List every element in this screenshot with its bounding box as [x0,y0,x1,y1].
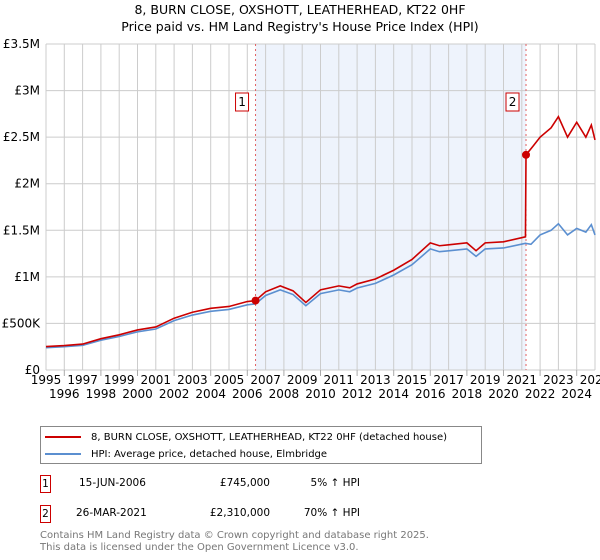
y-tick-label: £3M [14,84,40,98]
x-tick-label: 2010 [305,387,336,401]
y-tick-label: £3.5M [3,37,40,51]
transaction-hpi: 5% ↑ HPI [310,477,360,489]
x-tick-label: 2016 [415,387,446,401]
y-tick-label: £500K [2,316,42,330]
transaction-price: £2,310,000 [209,507,270,519]
x-tick-label: 2014 [378,387,409,401]
legend-item-hpi: HPI: Average price, detached house, Elmb… [45,447,327,461]
transaction-hpi: 70% ↑ HPI [303,507,360,519]
footer-line: This data is licensed under the Open Gov… [40,542,359,553]
x-tick-label: 2023 [543,373,574,387]
x-tick-label: 2002 [159,387,190,401]
y-tick-label: £1M [14,270,40,284]
x-tick-label: 2007 [250,373,281,387]
footer: Contains HM Land Registry data © Crown c… [40,530,429,554]
legend-label: HPI: Average price, detached house, Elmb… [91,448,328,460]
x-tick-label: 2018 [452,387,483,401]
transaction-row: 2 26-MAR-2021 £2,310,000 70% ↑ HPI [40,505,420,523]
marker-label: 2 [509,95,517,109]
x-tick-label: 1995 [31,373,62,387]
x-tick-label: 2001 [141,373,172,387]
x-tick-label: 1999 [104,373,135,387]
marker-label-box [235,92,250,112]
shaded-region [255,44,527,370]
sale-point [522,150,531,159]
x-tick-label: 2021 [507,373,538,387]
x-tick-label: 2020 [488,387,519,401]
legend-label: 8, BURN CLOSE, OXSHOTT, LEATHERHEAD, KT2… [91,431,448,443]
x-tick-label: 1997 [67,373,98,387]
legend-item-property: 8, BURN CLOSE, OXSHOTT, LEATHERHEAD, KT2… [45,430,447,444]
y-tick-label: £1.5M [3,223,40,237]
x-tick-label: 2011 [324,373,355,387]
transaction-row: 1 15-JUN-2006 £745,000 5% ↑ HPI [40,475,420,493]
x-tick-label: 2025 [580,373,600,387]
y-tick-label: £2.5M [3,130,40,144]
marker-label-box [505,92,520,112]
x-tick-label: 2004 [195,387,226,401]
x-tick-label: 2005 [214,373,245,387]
marker-label: 1 [238,95,246,109]
y-tick-label: £2M [14,177,40,191]
transaction-date: 15-JUN-2006 [79,477,146,489]
legend-swatch-blue [45,453,81,455]
x-tick-label: 2013 [360,373,391,387]
x-tick-label: 2008 [269,387,300,401]
x-tick-label: 2019 [470,373,501,387]
footer-line: Contains HM Land Registry data © Crown c… [40,530,429,541]
chart-subtitle: Price paid vs. HM Land Registry's House … [121,19,479,34]
marker-badge: 2 [40,505,51,523]
x-tick-label: 2017 [433,373,464,387]
x-tick-label: 1998 [86,387,117,401]
series-line [45,114,596,348]
sale-point [251,296,260,305]
legend: 8, BURN CLOSE, OXSHOTT, LEATHERHEAD, KT2… [40,426,482,464]
series-line [45,222,596,349]
transaction-date: 26-MAR-2021 [76,507,147,519]
x-tick-label: 2024 [561,387,592,401]
x-tick-label: 1996 [49,387,80,401]
x-tick-label: 2006 [232,387,263,401]
x-tick-label: 2022 [525,387,556,401]
plot-area: £0£500K£1M£1.5M£2M£2.5M£3M£3.5M199519961… [2,37,600,401]
x-tick-label: 2012 [342,387,373,401]
x-tick-label: 2003 [177,373,208,387]
chart-title: 8, BURN CLOSE, OXSHOTT, LEATHERHEAD, KT2… [134,2,466,17]
legend-swatch-red [45,436,81,438]
marker-badge: 1 [40,475,51,493]
transaction-price: £745,000 [219,477,270,489]
x-tick-label: 2015 [397,373,428,387]
x-tick-label: 2000 [122,387,153,401]
y-tick-label: £0 [25,363,40,377]
x-tick-label: 2009 [287,373,318,387]
